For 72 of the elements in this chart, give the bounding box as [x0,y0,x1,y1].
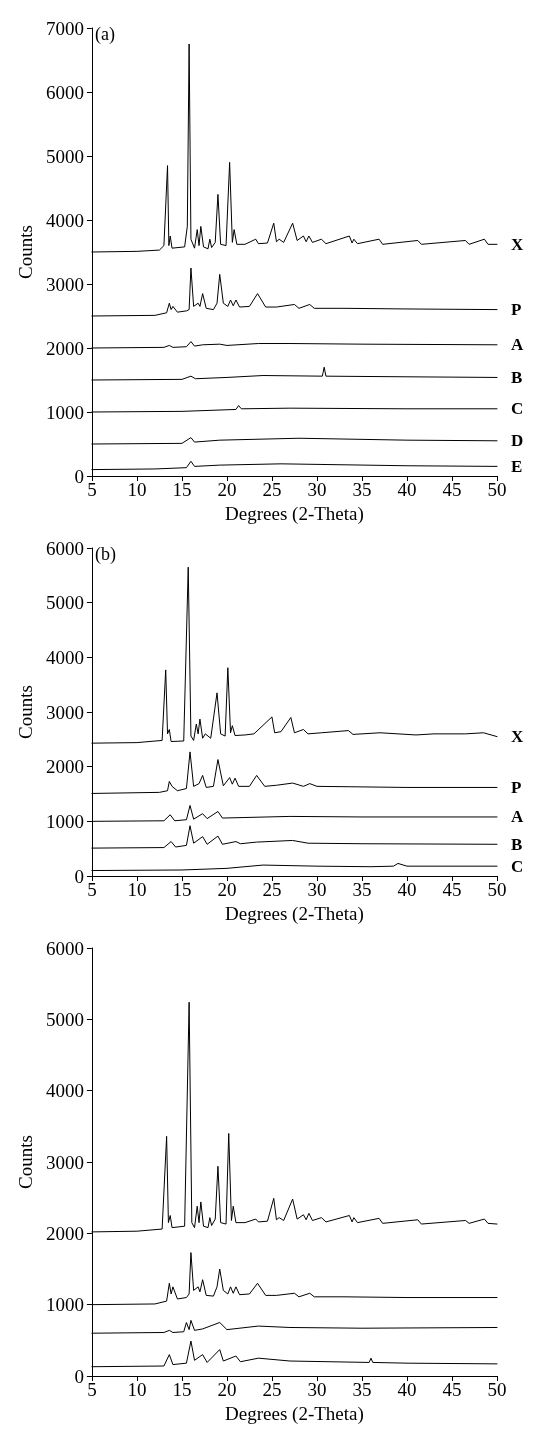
series-label: C [511,399,524,419]
x-tick-label: 40 [397,479,417,500]
x-tick-label: 5 [87,1379,97,1400]
series-label: P [511,300,522,320]
x-tick-label: 30 [307,479,327,500]
series-label: D [511,431,524,451]
y-tick-label: 2000 [45,1222,84,1244]
y-tick-label: 0 [74,1365,84,1387]
y-tick-label: 5000 [45,145,84,167]
x-tick-label: 5 [87,879,97,900]
x-tick-label: 50 [487,879,507,900]
x-tick-label: 5 [87,479,97,500]
y-tick-label: 4000 [45,209,84,231]
series-label: X [511,727,524,747]
y-tick-label: 1000 [45,1294,84,1316]
y-tick-label: 7000 [45,17,84,39]
x-tick-label: 50 [487,1379,507,1400]
y-tick-label: 6000 [45,81,84,103]
y-tick-label: 0 [74,465,84,487]
series-label: P [511,777,522,797]
y-axis-title: Counts [15,1135,36,1189]
x-tick-label: 30 [307,1379,327,1400]
x-tick-label: 20 [217,479,237,500]
x-tick-label: 35 [352,879,372,900]
series-label: A [511,807,524,827]
y-tick-label: 4000 [45,646,84,668]
x-tick-label: 25 [262,879,282,900]
x-tick-label: 10 [127,479,147,500]
series-label: A [511,335,524,355]
x-tick-label: 40 [397,1379,417,1400]
x-tick-label: 35 [352,479,372,500]
x-tick-label: 40 [397,879,417,900]
y-tick-label: 3000 [45,273,84,295]
x-axis-title: Degrees (2-Theta) [225,502,364,525]
series-label: C [511,856,524,876]
y-axis-title: Counts [15,685,36,739]
y-tick-label: 3000 [45,1151,84,1173]
y-tick-label: 2000 [45,756,84,778]
series-label: B [511,834,523,854]
y-tick-label: 1000 [45,810,84,832]
x-axis-title: Degrees (2-Theta) [225,1402,364,1425]
y-tick-label: 6000 [45,937,84,959]
chart-title: (a) [95,24,115,45]
chart-title: (b) [95,544,116,565]
x-tick-label: 25 [262,479,282,500]
y-axis-title: Counts [15,225,36,279]
x-tick-label: 20 [217,879,237,900]
series-label: B [511,367,523,387]
x-tick-label: 25 [262,1379,282,1400]
y-tick-label: 0 [74,865,84,887]
x-tick-label: 45 [442,879,462,900]
y-tick-label: 4000 [45,1080,84,1102]
x-tick-label: 45 [442,479,462,500]
x-tick-label: 50 [487,479,507,500]
x-axis-title: Degrees (2-Theta) [225,902,364,925]
y-tick-label: 6000 [45,537,84,559]
y-tick-label: 5000 [45,1008,84,1030]
x-tick-label: 10 [127,879,147,900]
series-label: E [511,456,523,476]
x-tick-label: 15 [172,879,192,900]
x-tick-label: 10 [127,1379,147,1400]
x-tick-label: 30 [307,879,327,900]
x-tick-label: 15 [172,479,192,500]
y-tick-label: 2000 [45,337,84,359]
y-tick-label: 3000 [45,701,84,723]
x-tick-label: 20 [217,1379,237,1400]
y-tick-label: 1000 [45,401,84,423]
x-tick-label: 45 [442,1379,462,1400]
x-tick-label: 35 [352,1379,372,1400]
y-tick-label: 5000 [45,592,84,614]
x-tick-label: 15 [172,1379,192,1400]
series-label: X [511,234,524,254]
